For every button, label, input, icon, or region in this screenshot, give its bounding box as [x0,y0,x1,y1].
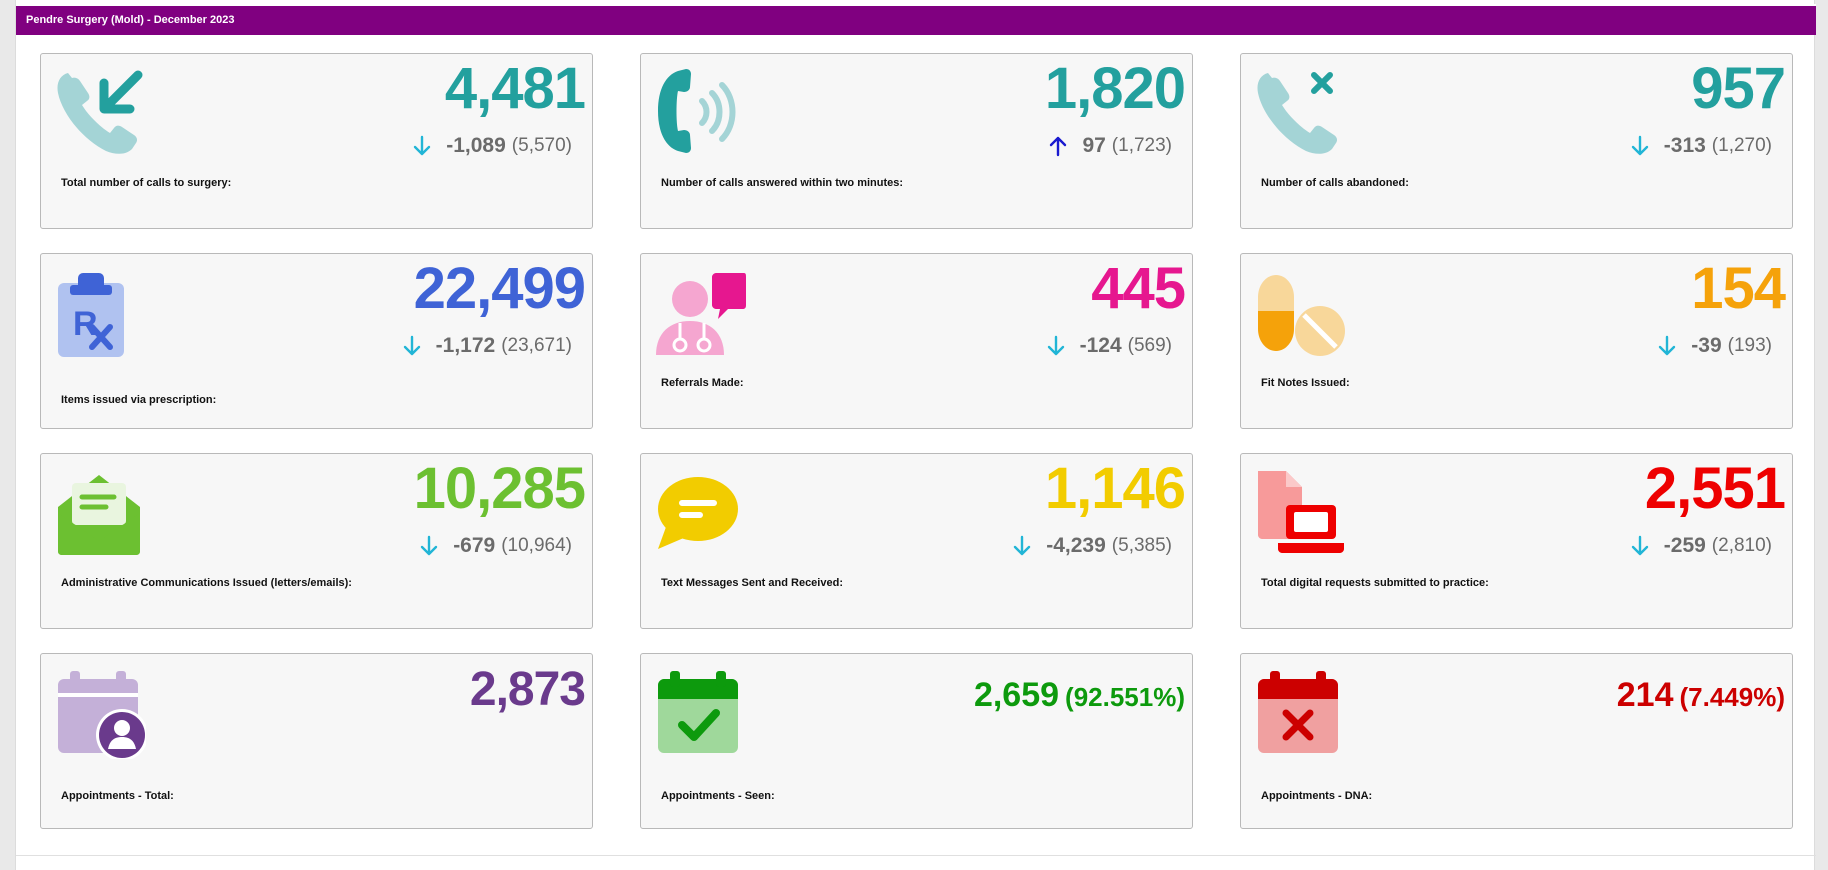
arrow-down-icon [1659,335,1676,356]
metric-change: -313 (1,270) [1630,134,1772,158]
footer-divider [16,855,1816,856]
phone-incoming-icon [57,70,143,154]
card-appointments-total: 2,873 Appointments - Total: [40,653,593,829]
metric-label: Total number of calls to surgery: [61,177,232,189]
metric-value: 957 [1691,56,1786,121]
metric-value-row: 2,659 (92.551%) [974,678,1185,712]
change-value: -259 [1663,534,1706,557]
svg-text:R: R [73,305,98,343]
metric-value-row: 214 (7.449%) [1617,678,1785,712]
metric-change: -4,239 (5,385) [1012,534,1172,558]
metric-value: 1,146 [1044,456,1186,521]
metric-label: Total digital requests submitted to prac… [1261,577,1489,589]
metric-label: Items issued via prescription: [61,394,217,406]
change-value: -679 [453,534,496,557]
card-fit-notes: 154 -39 (193) Fit Notes Issued: [1240,253,1793,429]
metric-change: -679 (10,964) [419,534,572,558]
digital-request-laptop-icon [1258,471,1344,553]
change-value: -4,239 [1046,534,1106,557]
previous-value: (1,270) [1711,135,1772,156]
metric-value: 2,659 [973,676,1060,714]
metric-label: Fit Notes Issued: [1261,377,1350,389]
phone-missed-icon [1257,72,1338,154]
arrow-down-icon [1014,535,1031,556]
metric-percentage: (92.551%) [1065,682,1185,712]
metric-change: -124 (569) [1046,334,1172,358]
card-admin-communications: 10,285 -679 (10,964) Administrative Comm… [40,453,593,629]
header-bar: Pendre Surgery (Mold) - December 2023 [16,4,1816,35]
metric-percentage: (7.449%) [1679,682,1786,712]
metric-label: Appointments - Total: [61,790,174,802]
page-title: Pendre Surgery (Mold) - December 2023 [26,14,235,26]
calendar-check-icon [658,671,738,753]
metric-value: 10,285 [413,456,586,521]
change-value: -313 [1663,134,1706,157]
card-digital-requests: 2,551 -259 (2,810) Total digital request… [1240,453,1793,629]
previous-value: (2,810) [1711,535,1772,556]
change-value: -1,089 [446,134,506,157]
metric-value: 154 [1691,256,1786,321]
metric-label: Appointments - DNA: [1261,790,1373,802]
metric-label: Number of calls answered within two minu… [661,177,904,189]
arrow-down-icon [403,335,420,356]
calendar-cross-icon [1258,671,1338,753]
arrow-down-icon [1047,335,1064,356]
metric-value: 445 [1091,256,1186,321]
previous-value: (23,671) [501,335,572,356]
card-calls-abandoned: 957 -313 (1,270) Number of calls abandon… [1240,53,1793,229]
arrow-up-icon [1050,136,1067,157]
card-calls-answered: 1,820 97 (1,723) Number of calls answere… [640,53,1193,229]
previous-value: (1,723) [1111,135,1172,156]
metric-change: -259 (2,810) [1630,534,1772,558]
metric-label: Referrals Made: [661,377,744,389]
metric-label: Number of calls abandoned: [1261,177,1409,189]
metric-label: Text Messages Sent and Received: [661,577,843,589]
metric-value: 4,481 [444,56,586,121]
arrow-down-icon [420,535,438,556]
change-value: -39 [1691,334,1722,357]
metric-label: Appointments - Seen: [661,790,775,802]
metric-value: 22,499 [413,256,586,321]
metric-value: 2,873 [469,663,586,716]
change-value: -1,172 [435,334,496,357]
arrow-down-icon [414,135,431,156]
arrow-down-icon [1631,135,1648,156]
metric-change: 97 (1,723) [1048,134,1172,158]
change-value: -124 [1079,334,1122,357]
previous-value: (10,964) [501,535,572,556]
metric-value: 2,551 [1644,456,1786,521]
pills-icon [1258,275,1345,356]
card-appointments-seen: 2,659 (92.551%) Appointments - Seen: [640,653,1193,829]
previous-value: (5,570) [511,135,572,156]
metric-value: 214 [1616,676,1674,714]
metric-label: Administrative Communications Issued (le… [61,577,352,589]
prescription-clipboard-icon: R [58,273,124,357]
card-appointments-dna: 214 (7.449%) Appointments - DNA: [1240,653,1793,829]
previous-value: (569) [1127,335,1172,356]
card-referrals: 445 -124 (569) Referrals Made: [640,253,1193,429]
arrow-down-icon [1631,535,1648,556]
calendar-user-icon [58,671,146,759]
card-text-messages: 1,146 -4,239 (5,385) Text Messages Sent … [640,453,1193,629]
card-total-calls: 4,481 -1,089 (5,570) Total number of cal… [40,53,593,229]
metric-change: -1,089 (5,570) [412,134,572,158]
phone-ringing-icon [658,69,736,153]
metric-change: -1,172 (23,671) [402,334,572,358]
metric-value: 1,820 [1044,56,1186,121]
previous-value: (5,385) [1111,535,1172,556]
message-bubble-icon [658,477,738,549]
metric-change: -39 (193) [1657,334,1772,358]
dashboard-page: Pendre Surgery (Mold) - December 2023 4,… [15,0,1816,870]
card-prescription-items: R 22,499 -1,172 (23,671) Items issued vi… [40,253,593,429]
previous-value: (193) [1727,335,1772,356]
change-value: 97 [1082,134,1106,157]
envelope-letter-icon [58,475,140,555]
doctor-referral-icon [656,273,746,355]
